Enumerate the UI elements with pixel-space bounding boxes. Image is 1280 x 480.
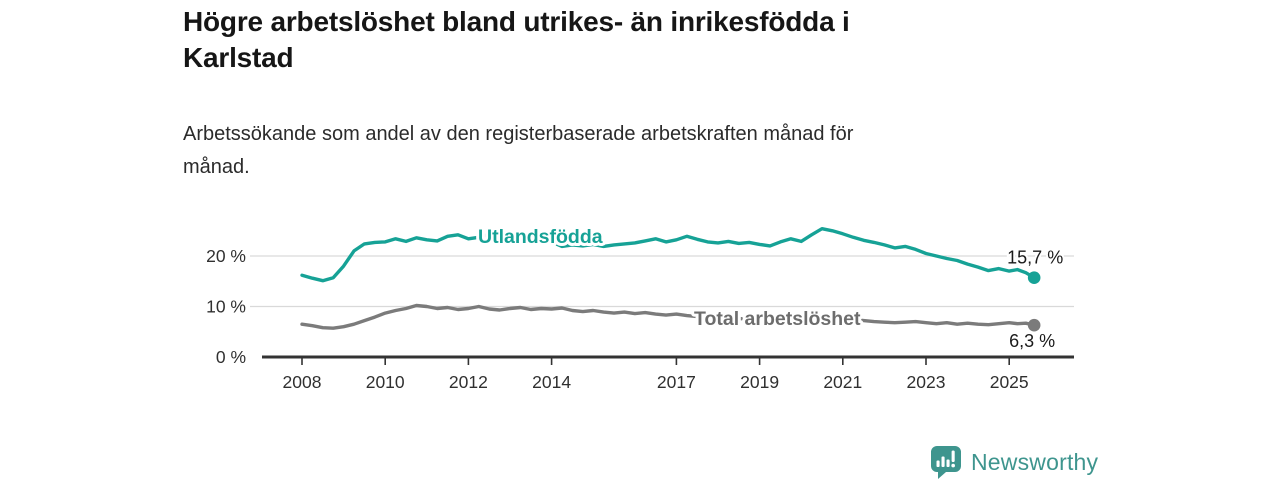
newsworthy-logo-icon <box>931 445 961 479</box>
x-tick-label: 2014 <box>532 372 571 392</box>
brand-wordmark: Newsworthy <box>971 448 1099 475</box>
x-tick-label: 2025 <box>990 372 1029 392</box>
series-label-utlandsfodda: Utlandsfödda <box>478 226 603 248</box>
x-tick-label: 2023 <box>907 372 946 392</box>
y-tick-label: 10 % <box>206 297 246 317</box>
end-value-label-utlandsfodda: 15,7 % <box>1007 248 1063 268</box>
x-tick-label: 2008 <box>283 372 322 392</box>
title-line-1: Högre arbetslöshet bland utrikes- än inr… <box>183 6 850 37</box>
x-tick-label: 2012 <box>449 372 488 392</box>
series-end-dot-utlandsfodda <box>1027 271 1041 285</box>
x-tick-label: 2021 <box>823 372 862 392</box>
series-end-dot-total-arbetsloshet <box>1027 318 1041 332</box>
subtitle-line-2: månad. <box>183 156 250 178</box>
series-label-total-arbetsloshet: Total arbetslöshet <box>694 308 861 330</box>
y-tick-label: 20 % <box>206 246 246 266</box>
bar-chart-glyph <box>936 450 955 467</box>
x-tick-label: 2017 <box>657 372 696 392</box>
x-tick-label: 2019 <box>740 372 779 392</box>
page-title: Högre arbetslöshet bland utrikes- än inr… <box>183 4 1083 76</box>
series-line-total-arbetsloshet <box>300 303 1036 330</box>
brand-footer: Newsworthy <box>930 444 1098 480</box>
y-tick-label: 0 % <box>216 347 246 367</box>
title-line-2: Karlstad <box>183 42 294 73</box>
x-tick-label: 2010 <box>366 372 405 392</box>
speech-bubble-shape <box>931 445 961 479</box>
subtitle-line-1: Arbetssökande som andel av den registerb… <box>183 123 854 145</box>
exclamation-bar <box>951 450 955 462</box>
end-value-label-total-arbetsloshet: 6,3 % <box>1009 331 1055 351</box>
series-line-utlandsfodda <box>300 226 1036 283</box>
chart-subtitle: Arbetssökande som andel av den registerb… <box>183 118 1063 184</box>
exclamation-dot <box>951 463 955 467</box>
